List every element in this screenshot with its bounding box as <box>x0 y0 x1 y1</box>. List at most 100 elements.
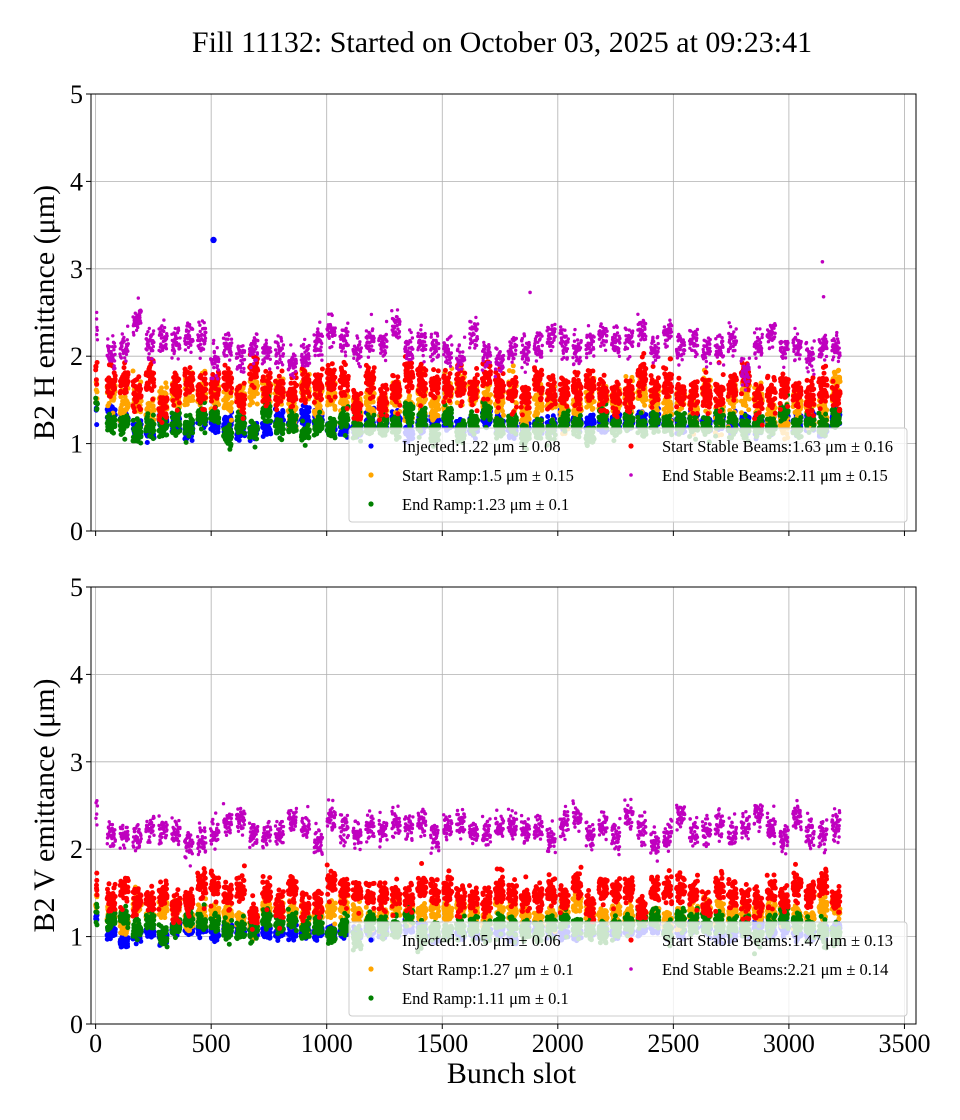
point-end_ramp <box>203 412 209 418</box>
point-end_ramp <box>164 432 170 438</box>
point-start_ramp <box>250 400 256 406</box>
point-injected <box>545 414 551 419</box>
point-end_ramp <box>216 415 222 421</box>
point-end_ramp <box>150 436 156 442</box>
point-end_ramp <box>164 422 170 428</box>
point-start_ramp <box>836 367 842 373</box>
point-end_ramp <box>190 426 196 432</box>
point-end_ramp <box>332 435 338 441</box>
point-injected <box>305 414 311 420</box>
scatter-points <box>93 236 843 452</box>
point-start_ramp <box>488 392 494 398</box>
point-start_ramp <box>317 403 323 409</box>
point-start_ramp <box>229 400 235 406</box>
point-end_ramp <box>112 417 118 423</box>
point-end_ramp <box>145 411 151 417</box>
point-end_ramp <box>293 423 299 429</box>
point-end_ramp <box>106 411 112 417</box>
point-injected <box>144 440 150 445</box>
point-end_ramp <box>151 421 157 427</box>
point-end_ramp <box>319 423 325 429</box>
point-injected <box>280 409 286 415</box>
point-end_ramp <box>342 433 348 438</box>
outlier-injected <box>210 236 217 244</box>
point-end_ramp <box>395 415 401 421</box>
point-end_ramp <box>228 441 234 447</box>
point-start_ramp <box>743 403 749 409</box>
point-end_ramp <box>138 440 144 446</box>
point-start_ramp <box>125 401 131 407</box>
point-injected <box>236 437 242 443</box>
point-start_ramp <box>668 401 674 407</box>
point-start_ramp <box>190 397 196 403</box>
point-end_ramp <box>151 428 157 433</box>
point-start_ramp <box>151 407 157 413</box>
point-start_ramp <box>785 421 791 427</box>
point-end_ramp <box>254 436 260 442</box>
point-end_ramp <box>177 428 183 434</box>
point-end_ramp <box>242 420 248 426</box>
point-injected <box>268 431 274 437</box>
point-end_ramp <box>112 422 118 427</box>
point-end_ramp <box>186 433 192 439</box>
point-start_ramp <box>535 410 541 416</box>
point-end_ramp <box>138 425 143 431</box>
point-end_ramp <box>111 430 116 436</box>
point-end_ramp <box>306 427 312 433</box>
point-end_ramp <box>183 439 189 445</box>
point-injected <box>94 422 100 428</box>
point-injected <box>590 412 596 418</box>
point-start_ramp <box>500 400 506 406</box>
point-end_ramp <box>345 417 351 423</box>
point-start_ramp <box>407 393 413 399</box>
point-end_ramp <box>125 418 131 424</box>
point-end_ramp <box>242 430 247 436</box>
point-end_ramp <box>332 419 338 425</box>
point-end_ramp <box>190 430 196 436</box>
point-start_ramp <box>228 417 234 423</box>
point-start_ramp <box>643 397 649 403</box>
point-start_ramp <box>642 402 648 408</box>
point-end_ramp <box>202 421 208 427</box>
point-end_ramp <box>293 413 299 418</box>
figure-title: Fill 11132: Started on October 03, 2025 … <box>192 26 812 59</box>
point-end_ramp <box>279 437 285 443</box>
point-end_ramp <box>198 426 204 432</box>
point-start_ramp <box>824 407 830 413</box>
point-injected <box>591 420 597 426</box>
point-start_ramp <box>539 404 545 410</box>
point-start_ramp <box>837 379 843 384</box>
point-start_ramp <box>500 408 505 414</box>
point-end_ramp <box>138 429 144 435</box>
point-start_ramp <box>164 384 169 390</box>
point-end_ramp <box>302 442 308 448</box>
point-start_ramp <box>159 385 164 391</box>
point-end_ramp <box>280 426 286 432</box>
point-injected <box>189 438 195 443</box>
point-end_ramp <box>255 426 261 432</box>
point-end_ramp <box>268 418 274 424</box>
point-end_ramp <box>371 412 377 418</box>
point-end_ramp <box>280 422 286 428</box>
point-start_ramp <box>526 416 532 422</box>
point-start_ramp <box>501 412 506 418</box>
point-end_ramp <box>190 417 195 423</box>
point-end_ramp <box>300 418 306 424</box>
point-start_ramp <box>590 406 596 411</box>
point-end_ramp <box>267 409 273 415</box>
point-end_ramp <box>203 417 209 423</box>
point-start_ramp <box>332 406 338 412</box>
point-end_ramp <box>280 431 286 437</box>
point-end_ramp <box>202 430 208 436</box>
point-start_ramp <box>228 405 234 411</box>
point-end_ramp <box>177 421 183 427</box>
point-end_ramp <box>278 417 284 423</box>
point-start_ramp <box>526 410 532 416</box>
point-end_ramp <box>358 422 364 428</box>
point-end_ramp <box>306 434 312 440</box>
point-start_ramp <box>623 374 629 379</box>
point-end_ramp <box>122 436 128 442</box>
point-start_ramp <box>746 407 752 413</box>
point-start_ramp <box>436 406 442 412</box>
